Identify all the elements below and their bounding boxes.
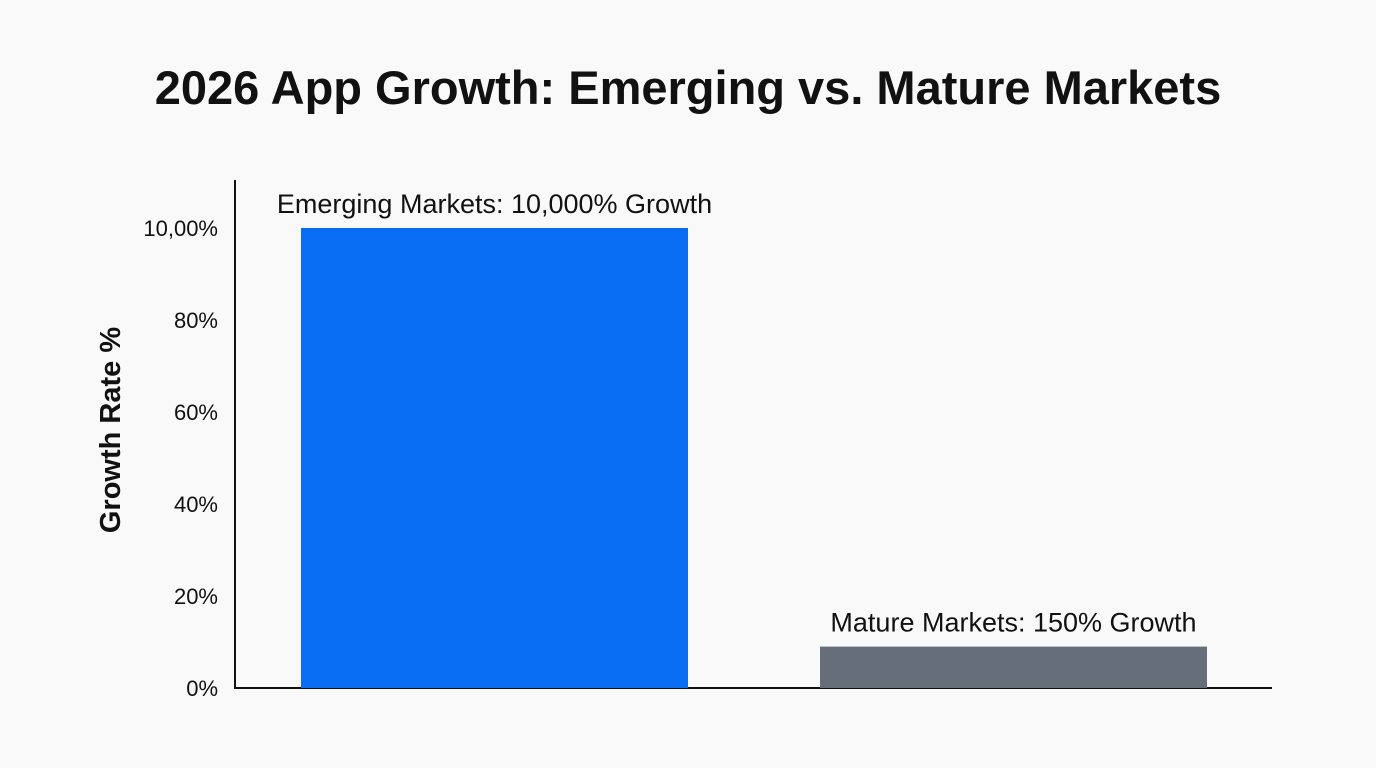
y-tick-label: 0% — [186, 676, 218, 701]
data-label: Mature Markets: 150% Growth — [830, 608, 1196, 638]
bar-mature-markets — [820, 646, 1207, 688]
y-tick-label: 60% — [174, 400, 218, 425]
bar-emerging-markets — [301, 228, 688, 688]
y-axis-label: Growth Rate % — [95, 327, 127, 533]
y-tick-label: 20% — [174, 584, 218, 609]
data-label: Emerging Markets: 10,000% Growth — [277, 189, 712, 219]
y-tick-label: 40% — [174, 492, 218, 517]
chart-title: 2026 App Growth: Emerging vs. Mature Mar… — [155, 61, 1221, 114]
y-tick-label: 80% — [174, 308, 218, 333]
y-tick-label: 10,00% — [143, 216, 218, 241]
